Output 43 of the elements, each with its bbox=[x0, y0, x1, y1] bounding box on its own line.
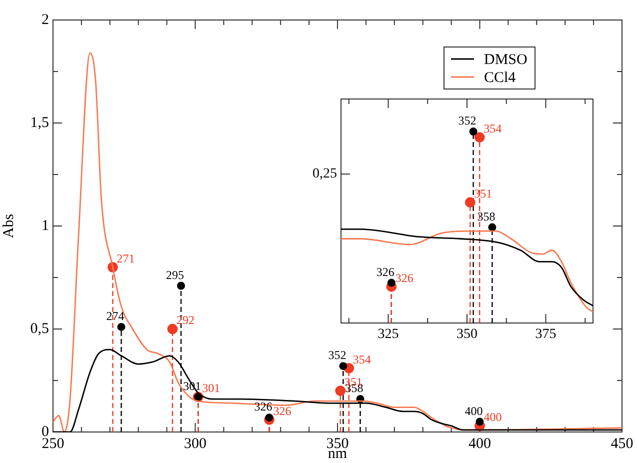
x-tick-label: 375 bbox=[535, 327, 556, 342]
y-tick-label: 2 bbox=[42, 12, 49, 28]
annotation: 292 bbox=[176, 313, 194, 328]
x-tick-label: 400 bbox=[468, 436, 491, 452]
x-tick-label: 325 bbox=[378, 327, 399, 342]
point bbox=[488, 223, 496, 232]
point bbox=[339, 362, 348, 370]
y-tick-label: 1,5 bbox=[30, 114, 49, 131]
legend-label: CCl4 bbox=[484, 70, 516, 86]
y-axis-title: Abs bbox=[0, 214, 17, 238]
annotation: 400 bbox=[464, 404, 483, 418]
x-tick-label: 300 bbox=[184, 436, 206, 452]
annotation: 326 bbox=[273, 404, 292, 418]
annotation: 295 bbox=[166, 268, 184, 282]
point bbox=[335, 386, 346, 396]
annotation: 326 bbox=[376, 264, 394, 279]
point bbox=[464, 197, 476, 208]
point bbox=[469, 128, 478, 136]
annotation: 352 bbox=[328, 348, 346, 362]
point bbox=[474, 132, 485, 142]
x-tick-label: 350 bbox=[456, 327, 478, 342]
point bbox=[117, 322, 126, 331]
point bbox=[265, 414, 274, 422]
annotation: 326 bbox=[395, 270, 414, 285]
annotation: 400 bbox=[484, 410, 502, 424]
annotation: 271 bbox=[116, 251, 135, 266]
x-tick-label: 450 bbox=[610, 436, 634, 452]
point bbox=[387, 278, 396, 287]
annotation: 352 bbox=[458, 114, 476, 128]
y-tick-label: 0,5 bbox=[30, 320, 49, 337]
annotation: 358 bbox=[477, 209, 496, 224]
annotation: 354 bbox=[352, 352, 371, 366]
x-tick-label: 250 bbox=[42, 436, 64, 452]
annotation: 354 bbox=[484, 121, 502, 136]
point bbox=[177, 282, 186, 290]
legend-label: DMSO bbox=[484, 52, 528, 68]
line-series bbox=[53, 52, 622, 432]
point bbox=[167, 324, 178, 334]
annotation: 351 bbox=[474, 186, 492, 201]
annotation: 0,25 bbox=[312, 166, 337, 182]
annotation: 301 bbox=[202, 381, 220, 396]
point bbox=[476, 418, 484, 426]
y-tick-label: 1 bbox=[42, 218, 49, 234]
